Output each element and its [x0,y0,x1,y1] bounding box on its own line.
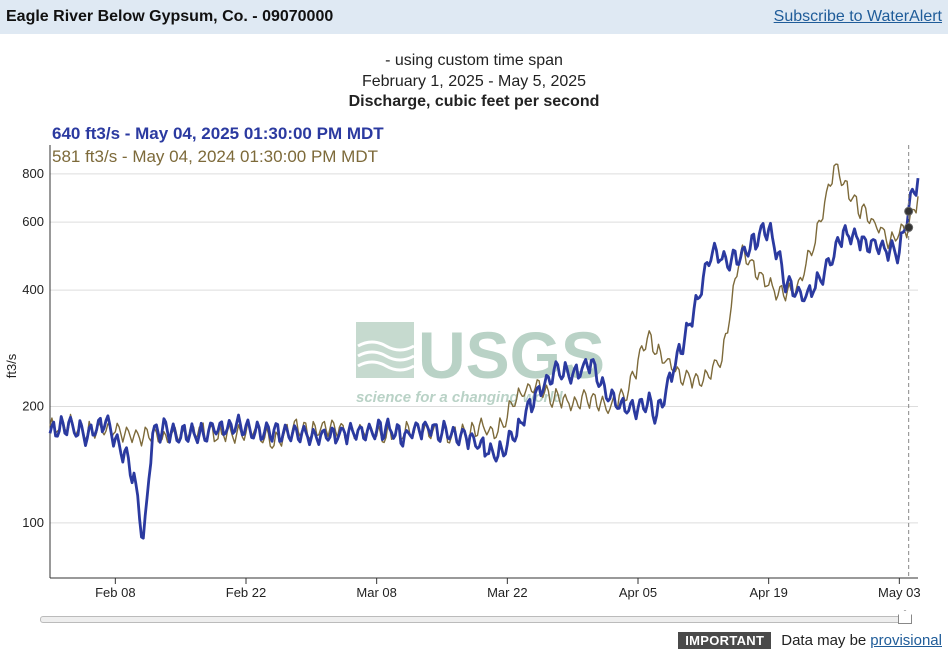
current-year-cursor-point [904,206,914,216]
x-tick-label: Feb 22 [226,585,266,600]
y-tick-label: 100 [22,515,44,530]
time-span-label: - using custom time span [385,52,563,69]
station-header-bar: Eagle River Below Gypsum, Co. - 09070000… [0,0,948,34]
usgs-logo-text: USGS [418,318,605,392]
slider-handle[interactable] [898,610,912,624]
usgs-tagline: science for a changing world [356,389,564,406]
y-tick-label: 600 [22,214,44,229]
x-tick-label: Feb 08 [95,585,135,600]
y-tick-label: 800 [22,166,44,181]
date-range-label: February 1, 2025 - May 5, 2025 [361,73,587,90]
footer-notice: IMPORTANT Data may be provisional [678,632,942,649]
usgs-logo-waves-icon [356,322,415,378]
axes: 100 200 400 600 800 Feb 08 Feb 22 Mar 08 Mar 22 A… [22,145,921,600]
usgs-watermark: USGS science for a changing world [356,318,605,406]
y-tick-label: 400 [22,282,44,297]
parameter-label: Discharge, cubic feet per second [348,93,600,110]
current-year-series-line [48,177,920,540]
important-badge: IMPORTANT [678,632,772,649]
x-tick-label: Apr 19 [750,585,788,600]
y-tick-label: 200 [22,399,44,414]
subscribe-wateralert-link[interactable]: Subscribe to WaterAlert [773,8,942,25]
legend-current-year: 640 ft3/s - May 04, 2025 01:30:00 PM MDT [52,124,384,143]
prior-year-cursor-point [904,223,914,233]
time-range-slider[interactable] [40,616,912,623]
x-tick-label: May 03 [878,585,921,600]
x-tick-label: Mar 22 [487,585,527,600]
hover-cursor [904,145,914,578]
provisional-link[interactable]: provisional [870,632,942,649]
provisional-notice-text: Data may be [781,632,867,649]
legend-prior-year: 581 ft3/s - May 04, 2024 01:30:00 PM MDT [52,147,378,166]
x-tick-label: Apr 05 [619,585,657,600]
series-lines [48,163,920,540]
station-title: Eagle River Below Gypsum, Co. - 09070000 [6,8,334,25]
y-axis-title: ft3/s [4,353,19,378]
x-tick-label: Mar 08 [356,585,396,600]
